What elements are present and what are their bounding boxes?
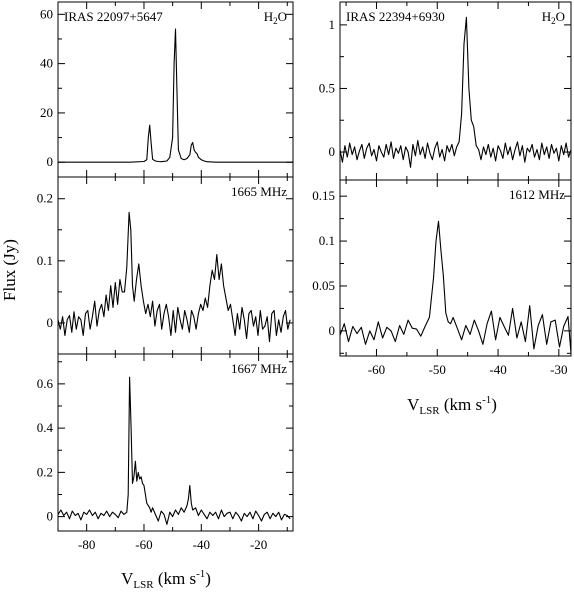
line-label: H2O bbox=[264, 9, 287, 26]
panel-frame bbox=[57, 353, 294, 532]
line-label-tail: O bbox=[278, 9, 287, 24]
line-label-main: 1665 MHz bbox=[231, 184, 287, 199]
panel-frame bbox=[57, 1, 294, 178]
y-tick-label: 0.1 bbox=[37, 253, 53, 268]
x-tick-label: -40 bbox=[489, 362, 506, 377]
y-tick-label: 0.4 bbox=[37, 420, 54, 435]
y-tick-label: 40 bbox=[40, 56, 53, 71]
x-tick-label: -20 bbox=[250, 537, 267, 552]
x-tick-label: -60 bbox=[135, 537, 152, 552]
y-tick-label: 0 bbox=[329, 144, 336, 159]
x-tick-label: -50 bbox=[429, 362, 446, 377]
panel-iras22097-1665: 0 0.1 0.2 1665 MHz bbox=[37, 176, 294, 355]
y-tick-label: 0.15 bbox=[312, 188, 335, 203]
spectrum-line bbox=[339, 220, 572, 354]
y-tick-label: 0 bbox=[47, 315, 54, 330]
x-title-right-sub: LSR bbox=[419, 405, 440, 417]
y-tick-label: 0 bbox=[47, 154, 54, 169]
y-tick-label: 1 bbox=[329, 17, 336, 32]
line-label-tail: O bbox=[556, 9, 565, 24]
x-title-right-main: V bbox=[407, 395, 420, 414]
y-tick-label: 0.05 bbox=[312, 278, 335, 293]
y-tick-label: 0.2 bbox=[37, 191, 53, 206]
line-label: H2O bbox=[542, 9, 565, 26]
source-label: IRAS 22097+5647 bbox=[64, 9, 163, 24]
spectrum-line bbox=[57, 211, 291, 343]
panel-iras22394-h2o: 0 0.5 1 IRAS 22394+6930 H2O bbox=[319, 1, 572, 181]
line-label: 1612 MHz bbox=[509, 187, 565, 202]
x-title-right-close: ) bbox=[491, 395, 497, 414]
line-label-main: H bbox=[542, 9, 551, 24]
line-label-main: H bbox=[264, 9, 273, 24]
panel-iras22097-1667: -80 -60 -40 -20 0 0.2 0.4 0.6 1667 MHz bbox=[37, 353, 294, 552]
x-title-right-sup: -1 bbox=[482, 394, 491, 406]
spectrum-line bbox=[57, 376, 291, 525]
source-label: IRAS 22394+6930 bbox=[346, 9, 445, 24]
line-label-main: 1667 MHz bbox=[231, 361, 287, 376]
x-tick-label: -60 bbox=[368, 362, 385, 377]
line-label-main: 1612 MHz bbox=[509, 187, 565, 202]
panel-frame bbox=[339, 179, 572, 357]
x-title-left-unit: (km s bbox=[154, 569, 197, 588]
y-tick-label: 0.1 bbox=[319, 233, 335, 248]
panel-iras22394-1612: -60 -50 -40 -30 0 0.05 0.1 0.15 1612 MHz bbox=[312, 179, 572, 377]
x-tick-label: -40 bbox=[193, 537, 210, 552]
y-tick-label: 0 bbox=[329, 323, 336, 338]
x-axis-title-right: VLSR (km s-1) bbox=[407, 394, 497, 417]
x-title-left-sub: LSR bbox=[133, 579, 154, 591]
y-tick-label: 20 bbox=[40, 105, 53, 120]
x-title-right-unit: (km s bbox=[440, 395, 483, 414]
x-title-left-close: ) bbox=[205, 569, 211, 588]
x-title-left-main: V bbox=[121, 569, 134, 588]
x-tick-label: -80 bbox=[78, 537, 95, 552]
y-axis-title: Flux (Jy) bbox=[0, 239, 19, 301]
y-tick-label: 0.5 bbox=[319, 80, 335, 95]
y-tick-label: 0.2 bbox=[37, 464, 53, 479]
x-title-left-sup: -1 bbox=[196, 568, 205, 580]
spectrum-line bbox=[339, 16, 572, 168]
line-label-sub: 2 bbox=[551, 16, 556, 26]
line-label-sub: 2 bbox=[273, 16, 278, 26]
spectrum-line bbox=[58, 28, 293, 163]
panel-iras22097-h2o: 0 20 40 60 IRAS 22097+5647 H2O bbox=[40, 1, 294, 178]
y-tick-label: 0 bbox=[47, 509, 54, 524]
x-axis-title-left: VLSR (km s-1) bbox=[121, 568, 211, 591]
x-tick-label: -30 bbox=[550, 362, 567, 377]
line-label: 1665 MHz bbox=[231, 184, 287, 199]
y-tick-label: 60 bbox=[40, 6, 53, 21]
line-label: 1667 MHz bbox=[231, 361, 287, 376]
y-tick-label: 0.6 bbox=[37, 376, 54, 391]
